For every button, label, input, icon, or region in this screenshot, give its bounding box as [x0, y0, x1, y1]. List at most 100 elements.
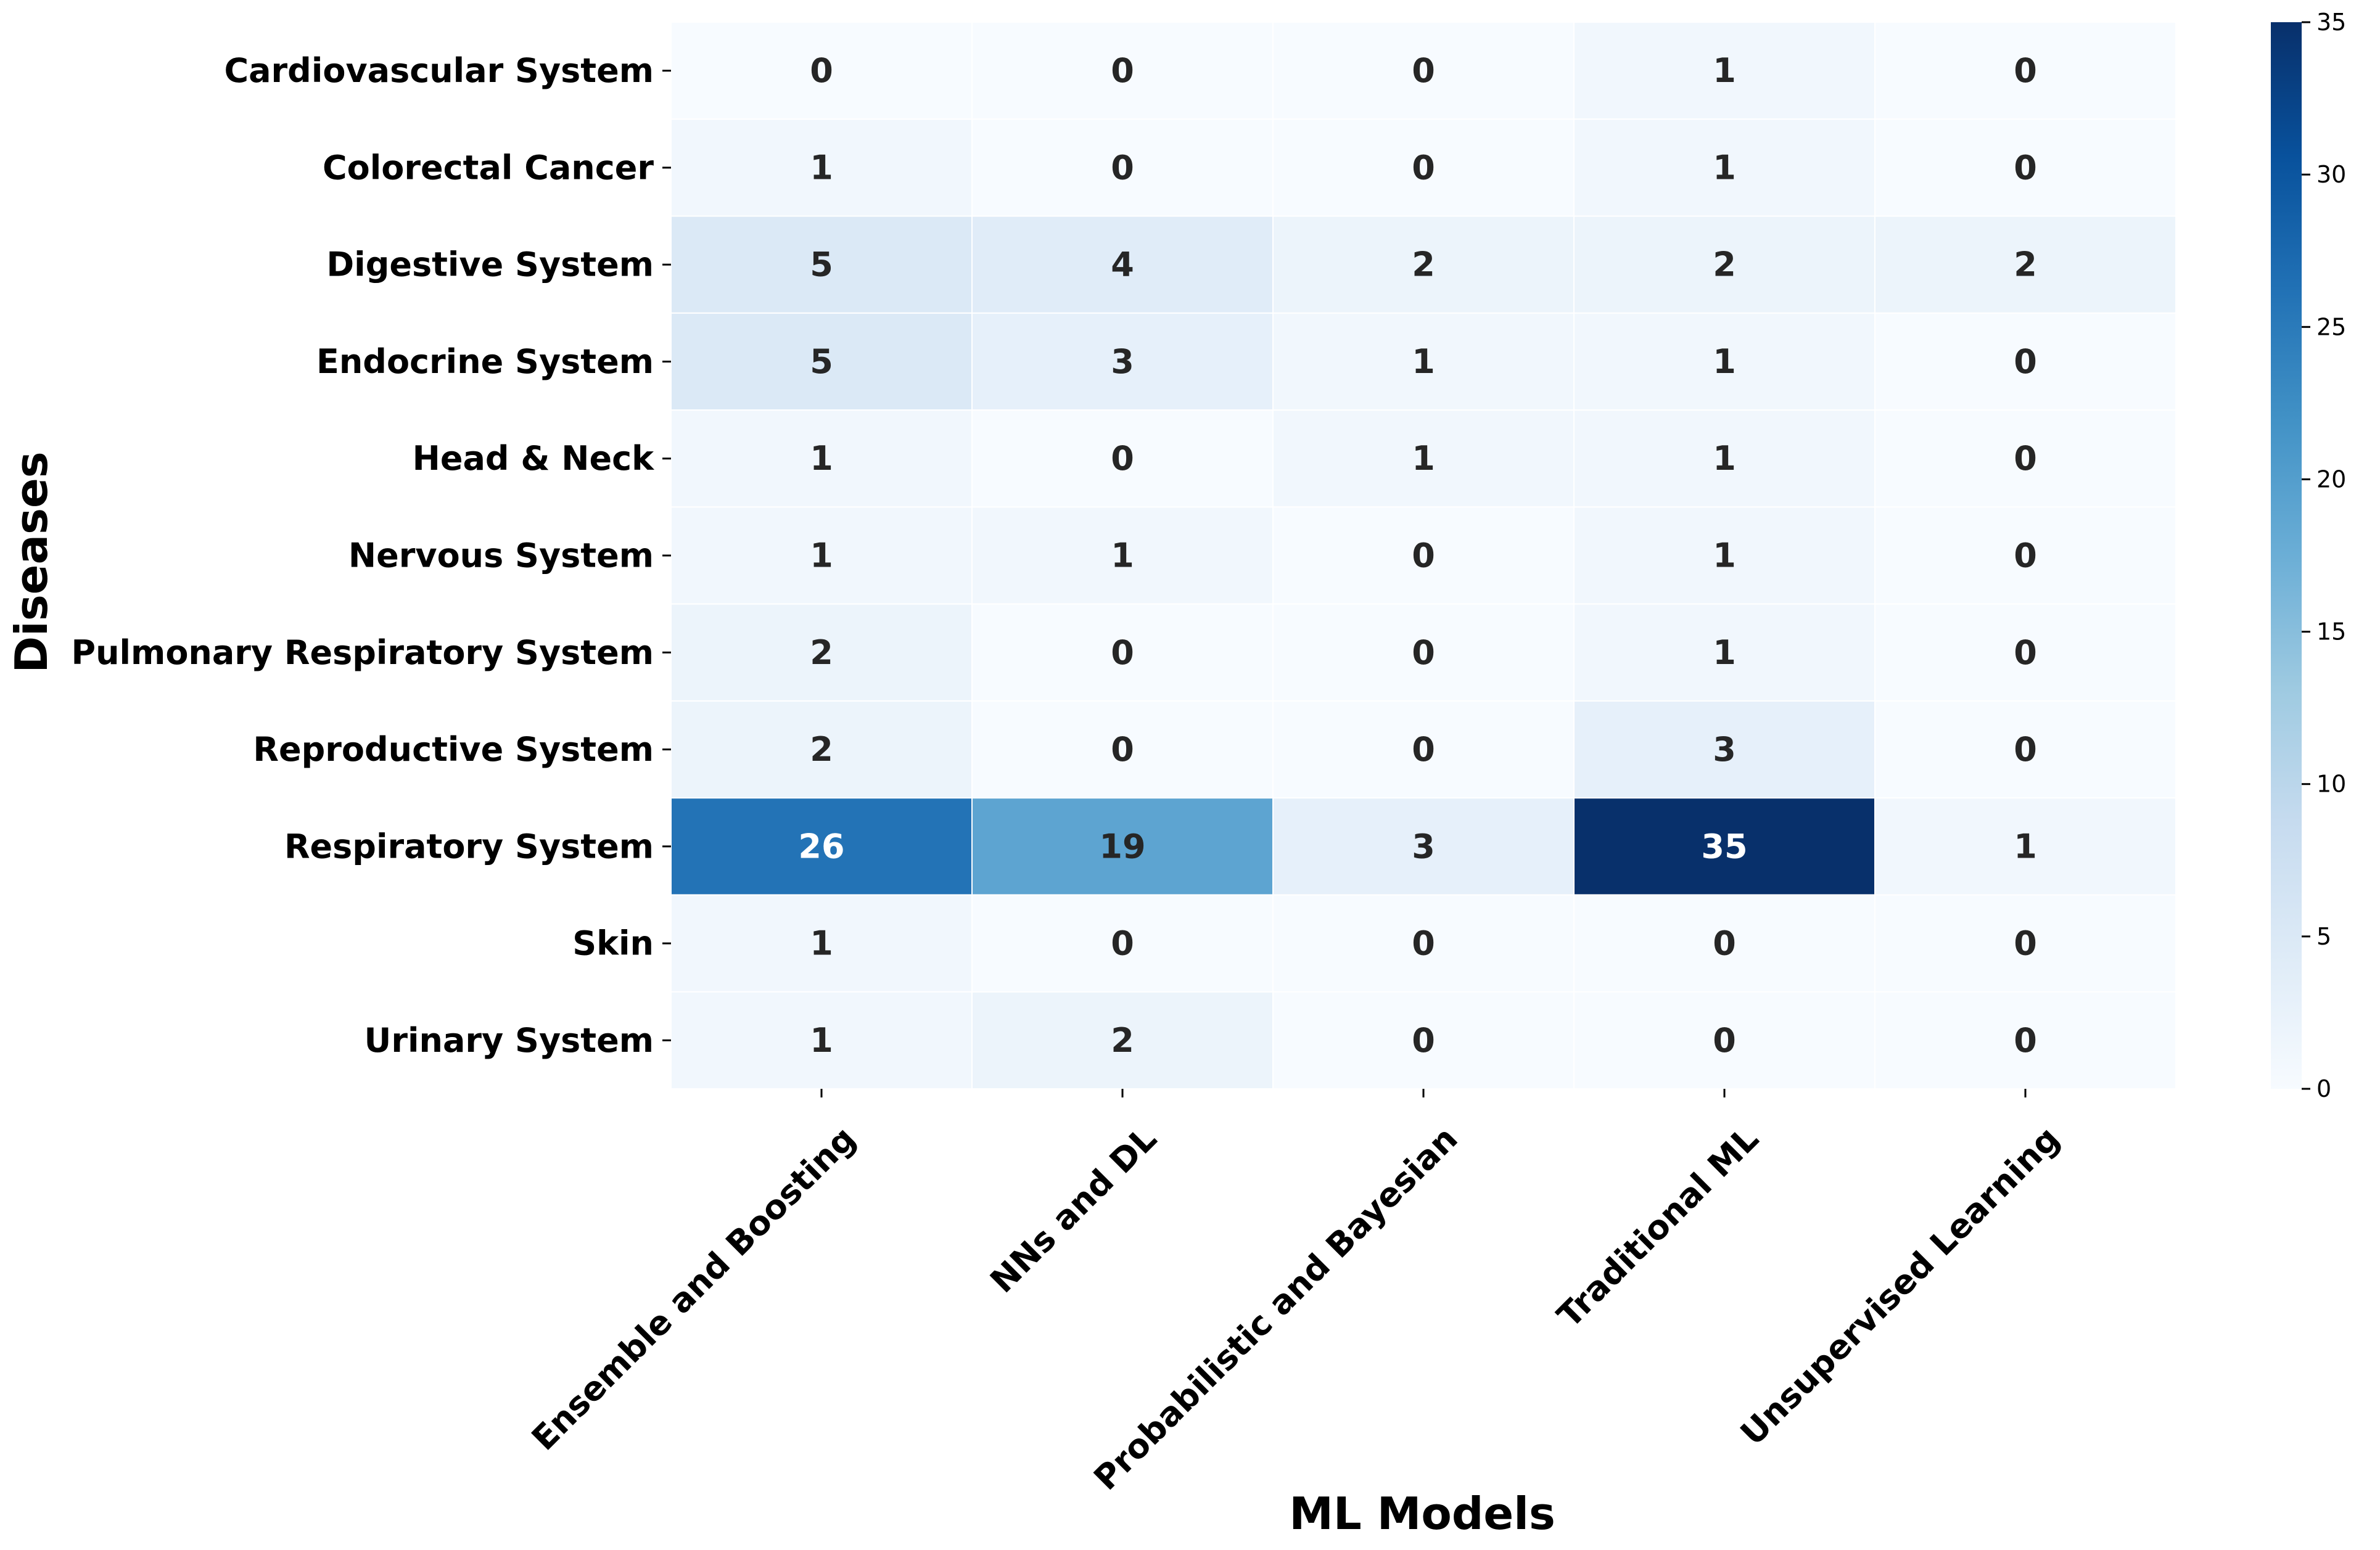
heatmap-cell [1874, 700, 2176, 799]
colorbar-tick-label: 20 [2316, 465, 2346, 493]
heatmap-cell [971, 894, 1274, 993]
cell-value-label: 2 [810, 730, 833, 769]
cell-value-label: 1 [810, 536, 833, 575]
x-axis-title: ML Models [1289, 1488, 1555, 1540]
colorbar: 0 5 10 15 20 25 30 35 [2271, 9, 2346, 1102]
cell-value-label: 0 [1412, 924, 1435, 963]
x-axis-tick-labels: Ensemble and Boosting NNs and DLProbabili… [524, 1089, 2067, 1498]
cell-value-label: 1 [1412, 439, 1435, 478]
heatmap-cell [971, 215, 1274, 314]
heatmap-cell [1573, 506, 1876, 605]
heatmap-cell [670, 409, 973, 508]
cell-value-label: 0 [1412, 633, 1435, 672]
heatmap-cell [1272, 215, 1575, 314]
heatmap-cell [1874, 22, 2176, 120]
cell-value-label: 0 [2014, 1021, 2037, 1060]
cell-value-label: 1 [1713, 51, 1736, 90]
cell-value-label: 1 [1713, 342, 1736, 381]
cell-value-label: 0 [1713, 924, 1736, 963]
cell-value-label: 0 [1412, 148, 1435, 187]
cell-value-label: 0 [1111, 148, 1134, 187]
cell-value-label: 0 [1111, 730, 1134, 769]
cell-value-label: 0 [2014, 536, 2037, 575]
heatmap-cell [1272, 22, 1575, 120]
cell-value-label: 3 [1412, 827, 1435, 866]
cell-value-label: 0 [1412, 51, 1435, 90]
x-axis-tick-label: Ensemble and Boosting [524, 1119, 863, 1458]
heatmap-cell [1272, 797, 1575, 896]
heatmap-cell [670, 700, 973, 799]
y-axis-tick-label: Endocrine System [316, 342, 654, 381]
y-axis-tick-label: Cardiovascular System [224, 51, 654, 90]
cell-value-label: 0 [2014, 730, 2037, 769]
cell-value-label: 1 [2014, 827, 2037, 866]
heatmap-cell [1874, 991, 2176, 1090]
y-axis-tick-label: Urinary System [364, 1021, 654, 1060]
colorbar-tick-label: 15 [2316, 618, 2346, 646]
heatmap-cell [971, 312, 1274, 411]
heatmap-cell [1272, 506, 1575, 605]
x-axis-tick-label: Traditional ML [1550, 1119, 1766, 1335]
colorbar-tick-label: 35 [2316, 9, 2346, 36]
heatmap-cell [1272, 118, 1575, 217]
colorbar-tick-label: 25 [2316, 313, 2346, 340]
colorbar-tick-label: 5 [2316, 923, 2331, 950]
cell-value-label: 0 [2014, 439, 2037, 478]
colorbar-tick-label: 0 [2316, 1075, 2331, 1102]
heatmap-cells: 0 0 0 1 0 1 0 0 1 0 5 4 2 2 2 5 3 1 1 0 1 0 1 1 0 1 1 0 1 0 2 0 0 1 0 2 0 0 3 0… [670, 22, 2176, 1090]
heatmap-cell [971, 797, 1274, 896]
cell-value-label: 2 [1111, 1021, 1134, 1060]
heatmap-cell [670, 894, 973, 993]
cell-value-label: 2 [810, 633, 833, 672]
cell-value-label: 2 [2014, 245, 2037, 284]
cell-value-label: 0 [1713, 1021, 1736, 1060]
y-axis-tick-label: Reproductive System [253, 730, 654, 769]
cell-value-label: 0 [1111, 924, 1134, 963]
cell-value-label: 1 [1713, 536, 1736, 575]
y-axis-tick-labels: Cardiovascular System Colorectal Cancer Di… [72, 51, 671, 1060]
y-axis-title: Diseases [6, 451, 57, 673]
heatmap-cell [670, 22, 973, 120]
heatmap-cell [1573, 215, 1876, 314]
y-axis-tick-label: Digestive System [326, 245, 654, 284]
heatmap-cell [971, 22, 1274, 120]
y-axis-tick-label: Skin [572, 924, 654, 963]
cell-value-label: 1 [810, 439, 833, 478]
cell-value-label: 1 [810, 1021, 833, 1060]
heatmap-cell [1874, 506, 2176, 605]
y-axis-tick-label: Nervous System [348, 536, 654, 575]
cell-value-label: 5 [810, 342, 833, 381]
heatmap-cell [971, 506, 1274, 605]
heatmap-cell [670, 991, 973, 1090]
cell-value-label: 0 [1111, 633, 1134, 672]
cell-value-label: 0 [1111, 51, 1134, 90]
cell-value-label: 19 [1099, 827, 1145, 866]
heatmap-cell [1573, 700, 1876, 799]
heatmap-cell [971, 409, 1274, 508]
heatmap-cell [1272, 700, 1575, 799]
colorbar-tick-label: 10 [2316, 771, 2346, 798]
heatmap-cell [670, 603, 973, 702]
cell-value-label: 0 [2014, 924, 2037, 963]
cell-value-label: 0 [810, 51, 833, 90]
cell-value-label: 0 [2014, 342, 2037, 381]
cell-value-label: 5 [810, 245, 833, 284]
colorbar-gradient [2271, 22, 2302, 1089]
heatmap-cell [1874, 409, 2176, 508]
cell-value-label: 3 [1713, 730, 1736, 769]
x-axis-tick-label: NNs and DL [982, 1119, 1164, 1300]
heatmap-cell [1573, 312, 1876, 411]
cell-value-label: 1 [810, 148, 833, 187]
cell-value-label: 35 [1701, 827, 1747, 866]
x-axis-tick-label: Probabilistic and Bayesian [1086, 1119, 1465, 1498]
cell-value-label: 1 [810, 924, 833, 963]
heatmap-cell [1874, 603, 2176, 702]
cell-value-label: 0 [2014, 633, 2037, 672]
y-axis-tick-label: Head & Neck [413, 439, 654, 478]
cell-value-label: 0 [1412, 1021, 1435, 1060]
heatmap-cell [1573, 22, 1876, 120]
colorbar-tick-label: 30 [2316, 161, 2346, 188]
y-axis-tick-label: Respiratory System [284, 827, 654, 866]
cell-value-label: 1 [1111, 536, 1134, 575]
